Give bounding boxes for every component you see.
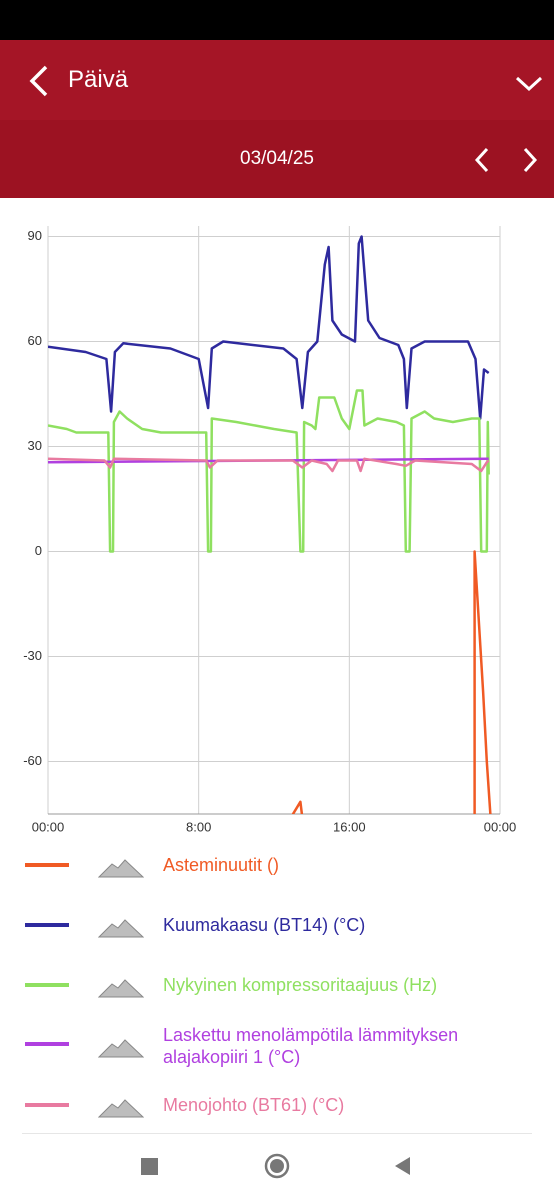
legend-label: Laskettu menolämpötila lämmityksen alaja… bbox=[163, 1025, 459, 1067]
area-toggle-icon[interactable] bbox=[98, 856, 144, 878]
legend-label: Asteminuutit () bbox=[163, 855, 280, 875]
legend-swatch bbox=[25, 1103, 69, 1107]
legend-swatch bbox=[25, 983, 69, 987]
status-bar bbox=[0, 0, 554, 40]
back-button[interactable] bbox=[26, 64, 52, 98]
area-icon-shape bbox=[98, 919, 144, 938]
y-tick-label: 90 bbox=[28, 228, 42, 243]
dropdown-button[interactable] bbox=[514, 74, 544, 94]
plot-lines bbox=[48, 235, 492, 814]
legend-label: Kuumakaasu (BT14) (°C) bbox=[163, 915, 366, 935]
legend-label: Nykyinen kompressoritaajuus (Hz) bbox=[163, 975, 438, 995]
area-icon-shape bbox=[98, 979, 144, 998]
area-icon-shape bbox=[98, 1039, 144, 1058]
area-toggle-icon[interactable] bbox=[98, 1096, 144, 1118]
x-tick-label: 00:00 bbox=[32, 819, 65, 834]
navigation-bar bbox=[141, 1153, 410, 1179]
previous-day-button[interactable] bbox=[472, 146, 492, 174]
x-tick-label: 8:00 bbox=[186, 819, 211, 834]
y-tick-label: 60 bbox=[28, 333, 42, 348]
y-tick-label: 30 bbox=[28, 438, 42, 453]
home-button[interactable] bbox=[264, 1153, 290, 1179]
area-icon-shape bbox=[98, 1099, 144, 1118]
series-line bbox=[48, 457, 490, 473]
page-title: Päivä bbox=[68, 66, 129, 93]
legend-swatch bbox=[25, 1042, 69, 1046]
axis-labels: 90 60 30 0 -30 -60 00:00 8:00 16:00 00:00 bbox=[23, 228, 516, 835]
series-line bbox=[291, 550, 492, 814]
area-toggle-icon[interactable] bbox=[98, 916, 144, 938]
area-toggle-icon[interactable] bbox=[98, 976, 144, 998]
next-day-button[interactable] bbox=[520, 146, 540, 174]
legend-swatch bbox=[25, 923, 69, 927]
recents-button[interactable] bbox=[141, 1158, 158, 1175]
legend-label: Menojohto (BT61) (°C) bbox=[163, 1095, 345, 1115]
series-line bbox=[48, 389, 490, 553]
y-tick-label: -60 bbox=[23, 753, 42, 768]
x-tick-label: 16:00 bbox=[333, 819, 366, 834]
chart: 90 60 30 0 -30 -60 00:00 8:00 16:00 00:00 bbox=[23, 226, 516, 835]
series-line bbox=[48, 235, 490, 420]
area-toggle-icon[interactable] bbox=[98, 1036, 144, 1058]
back-nav-button[interactable] bbox=[395, 1157, 410, 1175]
grid bbox=[47, 226, 501, 815]
x-tick-label: 00:00 bbox=[484, 819, 517, 834]
app-bar: Päivä bbox=[0, 40, 554, 120]
y-tick-label: -30 bbox=[23, 648, 42, 663]
area-icon-shape bbox=[98, 859, 144, 878]
date-label: 03/04/25 bbox=[240, 148, 314, 169]
separator bbox=[22, 1133, 532, 1134]
legend-swatch bbox=[25, 863, 69, 867]
date-bar: 03/04/25 bbox=[0, 120, 554, 198]
y-tick-label: 0 bbox=[35, 543, 42, 558]
home-dot bbox=[270, 1159, 284, 1173]
